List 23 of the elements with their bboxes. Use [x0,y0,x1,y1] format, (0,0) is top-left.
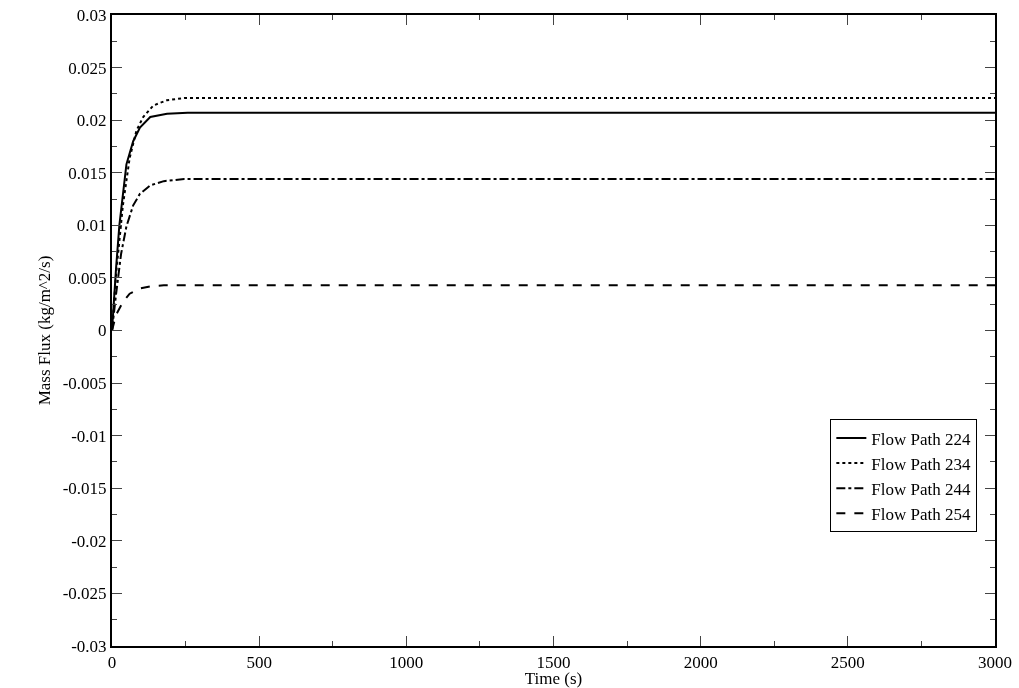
legend-label: Flow Path 254 [871,504,972,524]
y-tick-label: -0.03 [71,636,107,656]
y-tick-label: 0 [98,321,107,341]
y-tick-label: 0.02 [76,111,107,131]
x-tick-label: 500 [246,653,272,673]
y-tick-label: 0.025 [68,58,107,78]
y-tick-label: 0.03 [76,5,107,25]
x-tick-label: 1000 [389,653,424,673]
x-tick-label: 2000 [683,653,718,673]
x-tick-label: 3000 [978,653,1012,673]
y-tick-label: 0.01 [76,216,107,236]
x-tick-label: 2500 [830,653,865,673]
y-tick-label: -0.005 [62,374,107,394]
legend-label: Flow Path 234 [871,454,972,474]
legend-label: Flow Path 244 [871,479,972,499]
y-tick-label: -0.01 [71,426,107,446]
y-tick-label: 0.005 [68,268,107,288]
y-axis-title: Mass Flux (kg/m^2/s) [34,255,54,406]
y-tick-label: -0.025 [62,584,107,604]
y-tick-label: -0.02 [71,531,107,551]
legend-label: Flow Path 224 [871,429,972,449]
y-tick-label: 0.015 [68,163,107,183]
y-tick-label: -0.015 [62,479,107,499]
